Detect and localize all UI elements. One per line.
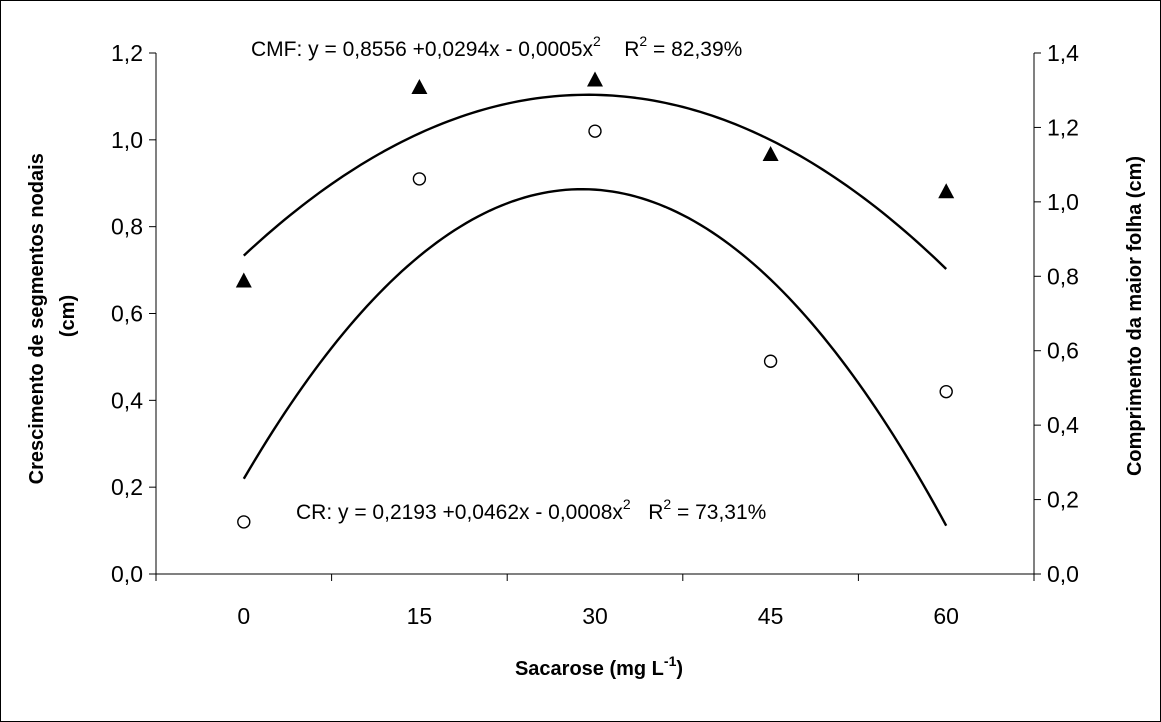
x-tick-label: 60 [933,603,959,629]
y-tick-label-right: 0,0 [1047,561,1079,587]
point-cr [588,124,602,138]
point-cr [412,172,427,186]
y-tick-label-left: 0,4 [111,387,143,413]
point-cr [939,384,953,399]
y-tick-label-right: 1,4 [1047,40,1079,66]
y-axis-title-left: Crescimento de segmentos nodais (cm) [26,148,79,485]
y-tick-label-right: 1,0 [1047,189,1079,215]
x-axis-title: Sacarose (mg L-1) [515,653,683,680]
x-tick-label: 45 [758,603,784,629]
point-cmf [235,272,252,288]
trendline-cmf [242,93,948,270]
equation-cr: CR: y = 0,2193 +0,0462x - 0,0008x2 R2 = … [296,496,766,524]
equation-cmf: CMF: y = 0,8556 +0,0294x - 0,0005x2 R2 =… [251,33,742,61]
y-tick-label-right: 0,8 [1047,263,1079,289]
point-cmf [762,145,779,161]
y-tick-label-left: 1,2 [111,40,143,66]
y-tick-label-right: 0,2 [1047,487,1079,513]
x-tick-label: 0 [237,603,250,629]
point-cmf [411,78,428,94]
y-tick-label-left: 1,0 [111,127,143,153]
y-tick-label-right: 1,2 [1047,114,1079,140]
y-tick-label-left: 0,6 [111,301,143,327]
point-cmf [938,183,955,199]
y-tick-label-left: 0,2 [111,474,143,500]
y-tick-label-left: 0,8 [111,214,143,240]
y-axis-title-right: Comprimento da maior folha (cm) [1124,156,1146,476]
point-cr [237,515,251,529]
y-tick-label-right: 0,6 [1047,338,1079,364]
point-cr [763,354,778,368]
axis-labels: 0 15 30 45 60 0,0 0,2 0,4 0,6 0,8 1,0 1,2 0,0 0,2 0,4 0… [111,40,1079,629]
trendline-cr [242,187,948,527]
data-points [235,71,955,529]
trendlines [242,93,948,527]
point-cmf [587,71,603,87]
x-tick-label: 30 [582,603,608,629]
y-tick-label-left: 0,0 [111,561,143,587]
x-tick-label: 15 [407,603,433,629]
axes [149,52,1041,581]
y-tick-label-right: 0,4 [1047,412,1079,438]
